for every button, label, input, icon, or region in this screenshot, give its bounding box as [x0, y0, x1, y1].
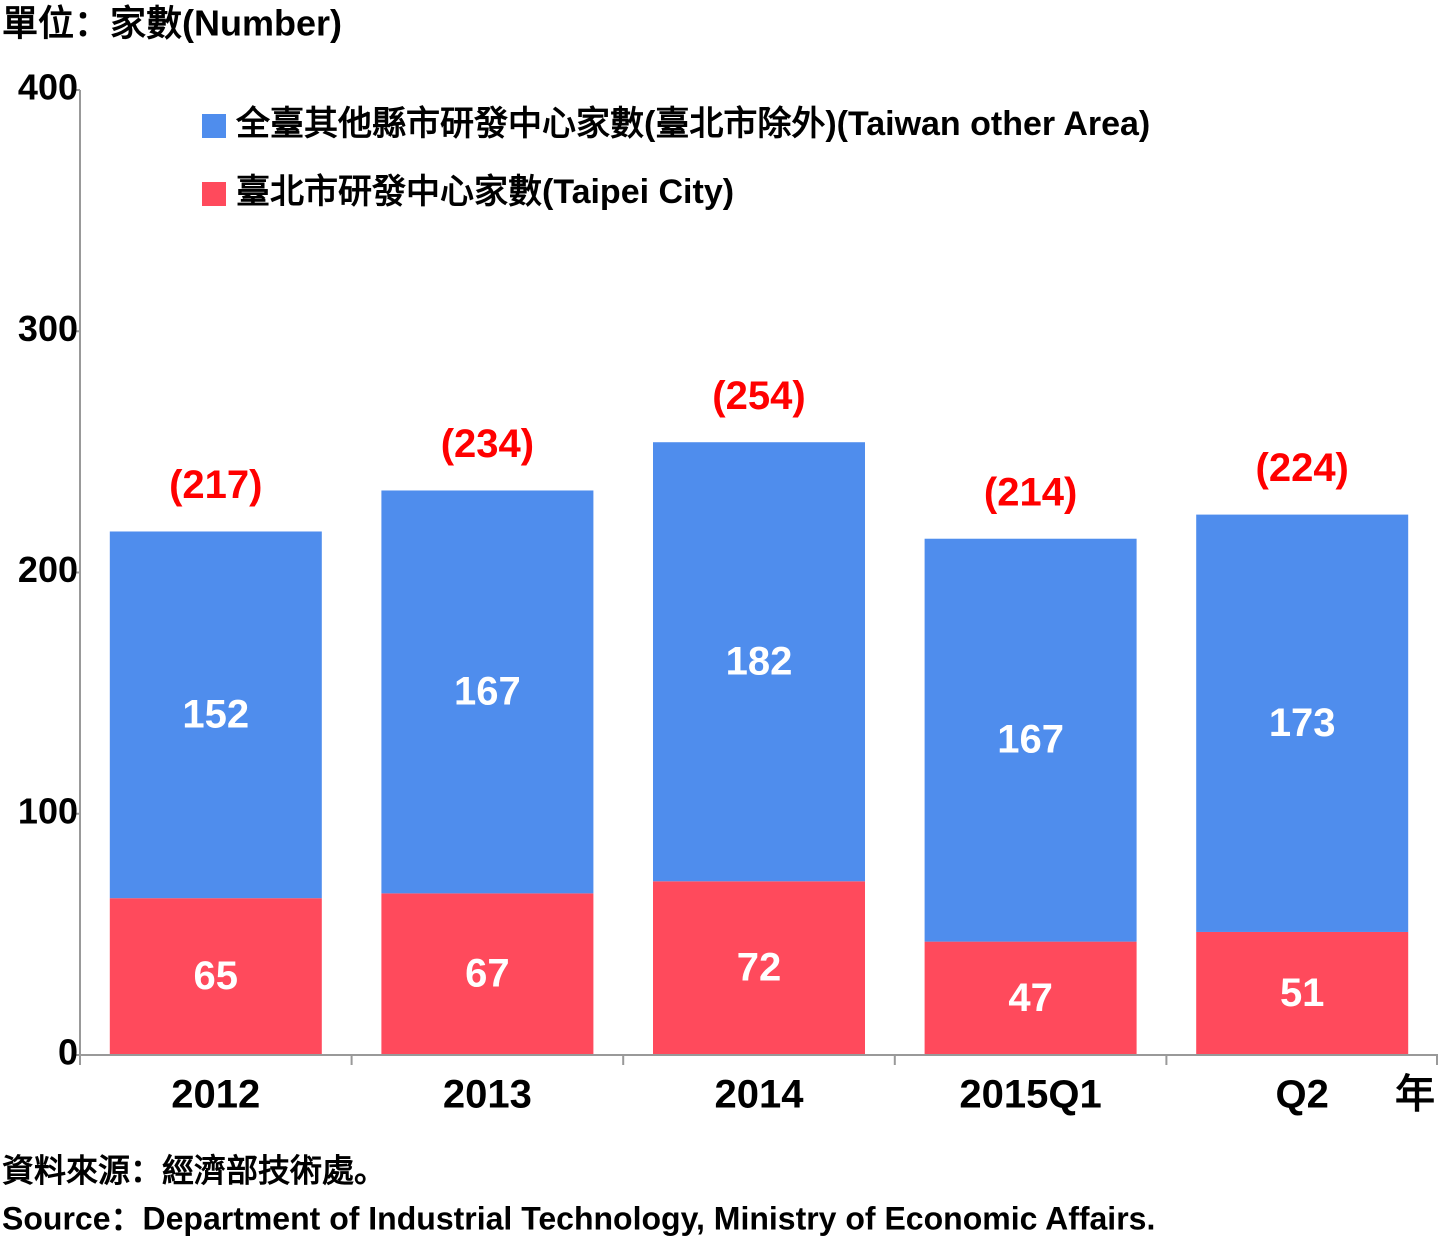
bar-segment	[653, 442, 865, 882]
y-tick-label: 100	[18, 790, 78, 831]
total-label: (254)	[712, 374, 805, 418]
y-tick-label: 300	[18, 308, 78, 349]
source-en: Source：Department of Industrial Technolo…	[2, 1200, 1155, 1236]
source-zh: 資料來源：經濟部技術處。	[2, 1152, 386, 1188]
bar-segment	[109, 531, 322, 899]
legend-swatch	[202, 114, 226, 138]
x-tick-label: 2012	[171, 1073, 260, 1117]
value-label: 65	[194, 954, 239, 998]
x-tick-label: Q2	[1276, 1073, 1329, 1117]
value-label: 173	[1269, 701, 1336, 745]
value-label: 51	[1280, 971, 1325, 1015]
x-tick-label: 2015Q1	[959, 1073, 1101, 1117]
bar-segment	[653, 881, 865, 1055]
x-tick-label: 2013	[443, 1073, 532, 1117]
y-tick-label: 0	[58, 1032, 78, 1073]
total-label: (214)	[984, 470, 1077, 514]
unit-label: 單位：家數(Number)	[2, 3, 342, 44]
bar-segment	[381, 893, 594, 1055]
bar-segment	[1196, 931, 1409, 1055]
value-label: 72	[737, 946, 782, 990]
bar-segment	[109, 898, 322, 1055]
legend-label: 臺北市研發中心家數(Taipei City)	[236, 172, 734, 211]
x-unit-label: 年	[1395, 1073, 1435, 1117]
bar-segment	[924, 941, 1137, 1055]
x-tick-label: 2014	[715, 1073, 805, 1117]
value-label: 67	[465, 952, 510, 996]
y-tick-label: 200	[18, 549, 78, 590]
value-label: 167	[997, 718, 1064, 762]
total-label: (224)	[1256, 446, 1349, 490]
total-label: (217)	[169, 463, 262, 507]
bar-segment	[924, 538, 1137, 942]
value-label: 167	[454, 669, 521, 713]
bar-segment	[1196, 514, 1409, 932]
value-label: 47	[1008, 976, 1053, 1020]
bar-segment	[381, 490, 594, 894]
value-label: 182	[726, 639, 793, 683]
total-label: (234)	[441, 422, 534, 466]
legend-label: 全臺其他縣市研發中心家數(臺北市除外)(Taiwan other Area)	[235, 104, 1150, 143]
legend-swatch	[202, 182, 226, 206]
value-label: 152	[182, 692, 249, 736]
y-tick-label: 400	[18, 67, 78, 108]
